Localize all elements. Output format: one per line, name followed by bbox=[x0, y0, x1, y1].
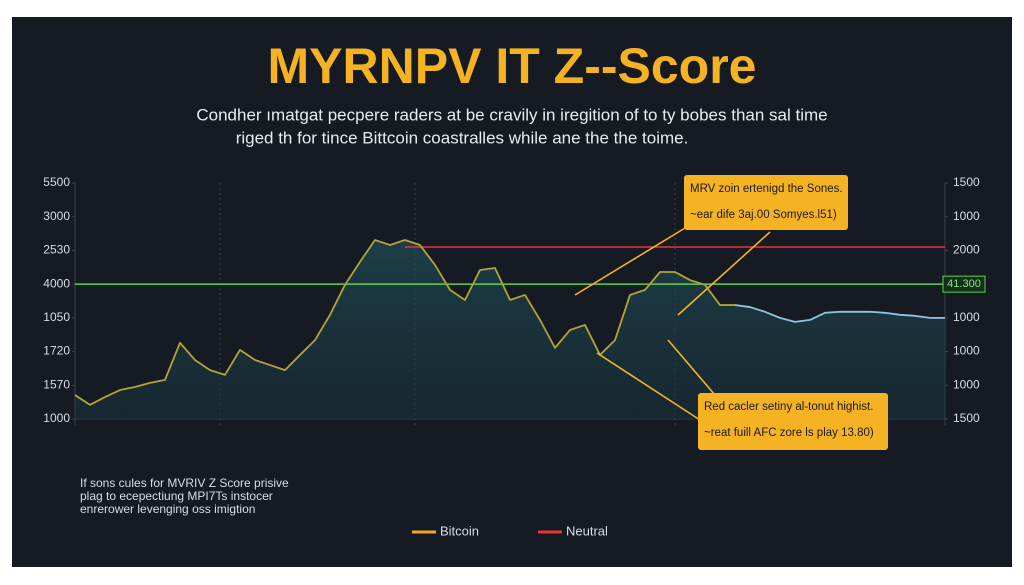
y2-tick-label: 1000 bbox=[953, 310, 980, 324]
y2-tick-label: 1500 bbox=[953, 411, 980, 425]
arrow bbox=[574, 224, 691, 296]
y-tick-label: 2530 bbox=[43, 243, 70, 257]
footnote: enrerower levenging oss imigtion bbox=[80, 502, 255, 516]
y2-tick-label: 2000 bbox=[953, 243, 980, 257]
y2-tick-label: 1000 bbox=[953, 344, 980, 358]
annotation-text: ~reat fuill AFC zore ls play 13.80) bbox=[704, 427, 874, 439]
y-tick-label: 1570 bbox=[43, 377, 70, 391]
subtitle: riged th for tince Bittcoin coastralles … bbox=[236, 128, 689, 147]
reference-label-box bbox=[942, 275, 986, 293]
chart-title: MYRNPV IT Z--Score bbox=[268, 38, 757, 94]
footnote: If sons cules for MVRIV Z Score prisive bbox=[80, 476, 289, 490]
reference-label: 41.300 bbox=[947, 278, 981, 290]
legend-label: Bitcoin bbox=[440, 523, 479, 538]
y-tick-label: 1050 bbox=[43, 310, 70, 324]
y-tick-label: 1000 bbox=[43, 411, 70, 425]
arrow bbox=[596, 352, 701, 421]
y-tick-label: 1720 bbox=[43, 344, 70, 358]
y2-tick-label: 1500 bbox=[953, 175, 980, 189]
footnote: plag to ecepectiung MPI7Ts instocer bbox=[80, 489, 273, 503]
annotation-text: MRV zoin ertenigd the Sones. bbox=[690, 183, 843, 195]
annotation-text: ~ear dife 3aj.00 Somyes.l51) bbox=[690, 209, 837, 221]
annotation-arrows bbox=[574, 224, 771, 421]
subtitle: Condher ımatgat pecpere raders at be cra… bbox=[196, 105, 827, 124]
bitcoin-line bbox=[74, 239, 735, 406]
card bbox=[12, 17, 1012, 567]
y2-tick-label: 1000 bbox=[953, 209, 980, 223]
bitcoin-line-tail bbox=[734, 304, 945, 323]
annotation-text: Red cacler setiny al-tonut highist. bbox=[704, 401, 873, 413]
arrow bbox=[667, 339, 716, 396]
annotation-box bbox=[684, 175, 848, 230]
area bbox=[75, 239, 945, 419]
y-tick-label: 5500 bbox=[43, 175, 70, 189]
y-tick-label: 3000 bbox=[43, 209, 70, 223]
annotation-box bbox=[698, 393, 888, 450]
y2-tick-label: 1000 bbox=[953, 377, 980, 391]
arrow bbox=[677, 231, 771, 316]
legend-label: Neutral bbox=[566, 523, 608, 538]
y-tick-label: 4000 bbox=[43, 276, 70, 290]
